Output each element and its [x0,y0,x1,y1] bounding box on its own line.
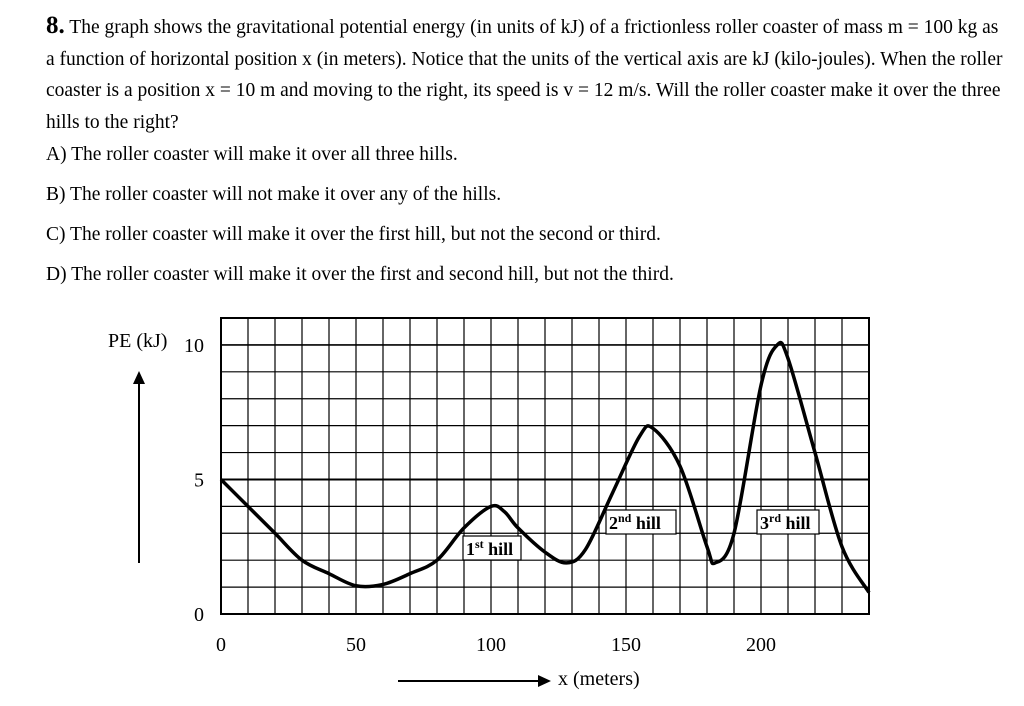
y-tick-label: 0 [194,604,204,626]
y-axis-arrowhead [133,371,145,384]
hill-label-text: 1st hill [466,537,513,559]
x-axis-arrowhead [538,675,551,687]
choice-b-label: B) [46,184,71,205]
choice-b[interactable]: B) The roller coaster will not make it o… [46,183,501,207]
hill-label-box [756,509,820,535]
choice-a-text: The roller coaster will make it over all… [71,144,458,165]
chart-grid [220,317,870,615]
question-text: 8. The graph shows the gravitational pot… [46,10,1006,138]
choice-a-label: A) [46,144,72,165]
second-hill-label: 2nd hill [605,509,677,535]
choice-d-label: D) [46,264,72,285]
hill-label-text: 2nd hill [609,511,661,533]
choice-c-label: C) [46,224,71,245]
plot-frame [220,317,870,615]
first-hill-label: 1st hill [462,535,522,561]
x-tick-label: 200 [746,634,776,656]
pe-curve [219,340,871,594]
y-tick-label: 10 [184,335,204,357]
choice-a[interactable]: A) The roller coaster will make it over … [46,143,458,167]
choice-d[interactable]: D) The roller coaster will make it over … [46,263,674,287]
hill-label-box [605,509,677,535]
x-tick-label: 50 [346,634,366,656]
choice-c-text: The roller coaster will make it over the… [70,224,661,245]
y-axis-label: PE (kJ) [108,330,167,352]
question-body: The graph shows the gravitational potent… [46,17,1003,133]
x-tick-label: 0 [216,634,226,656]
hill-label-box [462,535,522,561]
hill-label-text: 3rd hill [760,511,811,533]
chart-curve-layer [219,340,871,594]
x-axis-label: x (meters) [558,668,640,690]
y-tick-label: 5 [194,470,204,492]
choice-d-text: The roller coaster will make it over the… [71,264,674,285]
chart-annotations: 1st hill 2nd hill 3rd hill [462,509,820,561]
choice-b-text: The roller coaster will not make it over… [70,184,502,205]
x-tick-label: 100 [476,634,506,656]
third-hill-label: 3rd hill [756,509,820,535]
question-number: 8. [46,12,65,39]
choice-c[interactable]: C) The roller coaster will make it over … [46,223,661,247]
x-tick-label: 150 [611,634,641,656]
